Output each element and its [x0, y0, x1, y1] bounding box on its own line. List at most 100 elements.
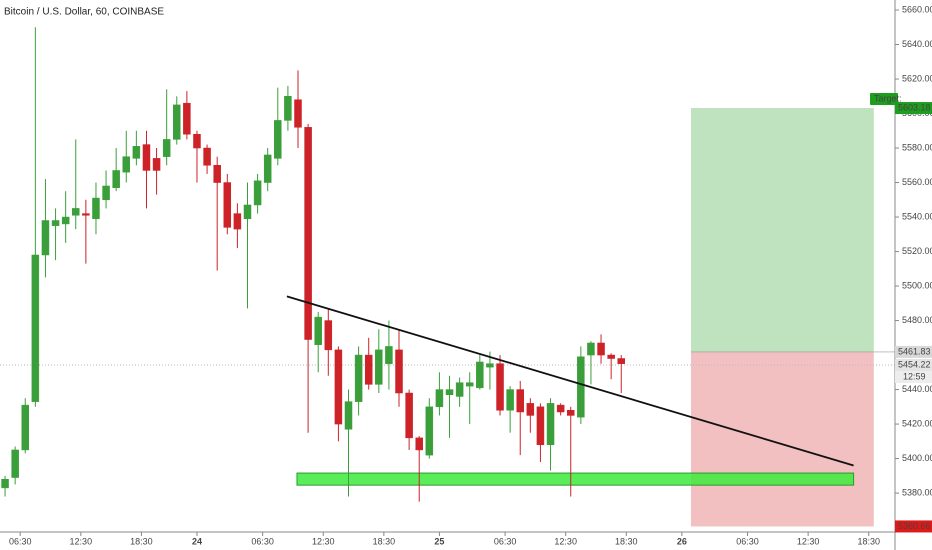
y-tick-label: 5480.00 [902, 315, 932, 325]
zones-layer [0, 108, 895, 527]
candle-body [566, 410, 575, 416]
candle-body [132, 146, 141, 159]
entry-price: 5461.83 [898, 346, 931, 356]
x-tick-label: 06:30 [251, 536, 274, 546]
candle-body [203, 147, 211, 166]
countdown-bg [895, 371, 932, 384]
candle-body [496, 363, 504, 411]
target-tag: Target: [874, 93, 902, 103]
candle-body [587, 342, 595, 356]
x-tick-label: 12:30 [70, 536, 93, 546]
y-tick-label: 5420.00 [902, 418, 932, 428]
x-tick-label: 06:30 [494, 536, 517, 546]
candle-body [61, 216, 70, 225]
candle-body [486, 363, 494, 368]
candle-body [11, 449, 19, 478]
chart-title: Bitcoin / U.S. Dollar, 60, COINBASE [4, 7, 164, 18]
y-tick-label: 5640.00 [902, 39, 932, 49]
candle-body [152, 158, 161, 171]
candle-body [344, 401, 353, 430]
y-tick-label: 5580.00 [902, 142, 932, 152]
candle-body [304, 127, 312, 340]
x-tick-label: 18:30 [130, 536, 153, 546]
candle-body [465, 382, 474, 387]
candle-body [314, 316, 322, 345]
x-tick-label: 12:30 [554, 536, 577, 546]
candle-body [435, 389, 444, 408]
target-price: 5603.18 [898, 102, 931, 112]
y-tick-label: 5660.00 [902, 4, 932, 14]
candle-body [284, 96, 292, 121]
candle-body [546, 403, 555, 446]
candle-body [223, 182, 232, 228]
candle-body [243, 204, 252, 220]
candle-body [51, 220, 60, 226]
x-tick-label: 06:30 [9, 536, 32, 546]
y-tick-label: 5500.00 [902, 280, 932, 290]
candle-body [405, 392, 413, 439]
candle-body [1, 479, 9, 489]
candle-body [263, 154, 272, 183]
x-tick-label: 26 [677, 536, 687, 546]
candle-body [41, 220, 50, 256]
candle-body [142, 144, 151, 171]
candle-body [577, 356, 585, 418]
axis-layer: 5380.005400.005420.005440.005460.005480.… [9, 4, 932, 546]
candle-body [556, 404, 565, 413]
candle-body [213, 165, 221, 183]
countdown: 12:59 [903, 371, 926, 381]
candle-body [193, 133, 201, 149]
candles-layer [1, 27, 625, 502]
candle-body [173, 104, 181, 140]
y-tick-label: 5560.00 [902, 177, 932, 187]
candle-body [415, 437, 423, 451]
candle-body [364, 354, 373, 385]
candle-body [425, 406, 434, 456]
candle-body [92, 197, 100, 220]
stop-price-bg [895, 520, 932, 533]
x-tick-label: 18:30 [615, 536, 638, 546]
candle-body [385, 346, 393, 364]
candle-body [82, 213, 90, 216]
candle-body [354, 354, 363, 402]
x-tick-label: 06:30 [736, 536, 759, 546]
last-price: 5454.22 [898, 359, 931, 369]
candle-body [112, 170, 120, 188]
y-tick-label: 5440.00 [902, 384, 932, 394]
candle-body [31, 254, 40, 402]
x-tick-label: 18:30 [373, 536, 396, 546]
candle-body [21, 404, 30, 451]
profit-zone [690, 108, 874, 352]
candle-body [122, 156, 131, 173]
x-tick-label: 12:30 [312, 536, 335, 546]
y-tick-label: 5620.00 [902, 73, 932, 83]
y-tick-label: 5380.00 [902, 487, 932, 497]
candle-body [72, 208, 80, 216]
candle-body [455, 382, 464, 397]
last-price-bg [895, 359, 932, 372]
candle-body [536, 406, 545, 446]
y-tick-label: 5400.00 [902, 453, 932, 463]
candle-body [607, 354, 615, 359]
candle-body [102, 185, 110, 201]
candle-body [445, 389, 454, 395]
target-tag-bg [870, 93, 898, 106]
trendline [286, 295, 854, 467]
y-tick-label: 5540.00 [902, 211, 932, 221]
candle-body [324, 320, 333, 351]
entry-price-bg [895, 345, 932, 358]
x-tick-label: 12:30 [797, 536, 820, 546]
x-tick-label: 18:30 [857, 536, 880, 546]
target-price-bg [895, 102, 932, 115]
overlay-layer [286, 295, 854, 467]
stop-price: 5360.66 [898, 521, 931, 531]
x-tick-label: 25 [434, 536, 444, 546]
x-tick-label: 24 [192, 536, 202, 546]
y-tick-label: 5520.00 [902, 246, 932, 256]
candle-body [506, 389, 514, 411]
candle-body [334, 349, 343, 425]
candle-body [233, 213, 242, 230]
candle-body [253, 180, 262, 206]
candle-body [617, 358, 625, 364]
